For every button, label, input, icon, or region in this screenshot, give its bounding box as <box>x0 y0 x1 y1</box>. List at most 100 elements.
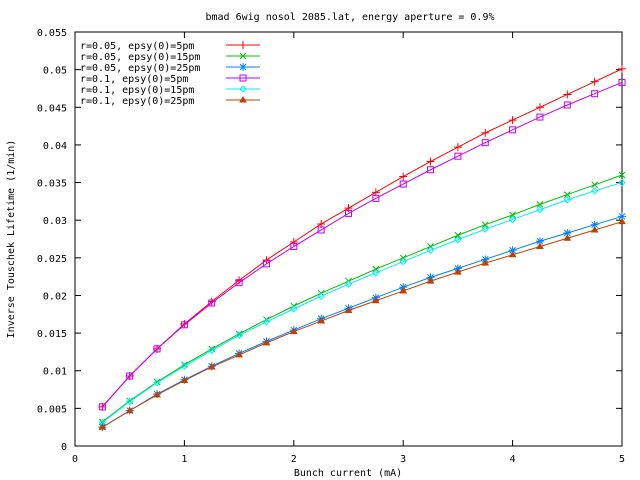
data-point-diamond <box>399 257 407 266</box>
y-tick-label: 0.005 <box>37 404 67 415</box>
plot-frame <box>74 31 623 447</box>
data-point-cross <box>427 243 434 250</box>
data-point-triangle <box>536 242 544 250</box>
data-point-square <box>509 126 517 134</box>
data-point-square <box>591 90 599 98</box>
data-point-triangle <box>153 390 161 398</box>
data-point-cross <box>591 181 599 189</box>
legend-entry: r=0.05, epsy(0)=15pm <box>80 52 260 63</box>
data-point-triangle <box>508 250 517 258</box>
data-point-triangle <box>371 296 380 304</box>
y-tick-label: 0.025 <box>37 254 67 265</box>
data-point-plus <box>481 128 490 137</box>
data-point-triangle <box>125 406 134 414</box>
data-point-star <box>508 246 517 255</box>
legend-entry: r=0.05, epsy(0)=25pm <box>80 63 260 74</box>
data-point-square <box>372 194 380 202</box>
data-point-plus <box>590 77 599 86</box>
y-tick-label: 0.01 <box>43 367 67 378</box>
data-point-diamond <box>563 196 572 204</box>
data-point-diamond <box>208 346 216 355</box>
data-point-plus <box>563 90 572 99</box>
data-point-plus <box>453 143 462 152</box>
data-point-diamond <box>590 187 599 195</box>
y-tick-label: 0.02 <box>43 291 67 302</box>
y-tick-label: 0.035 <box>37 179 67 190</box>
series-line <box>102 215 623 428</box>
y-tick-label: 0 <box>61 442 67 453</box>
data-point-square <box>399 180 407 188</box>
data-point-square <box>427 166 435 174</box>
data-point-star <box>563 228 572 237</box>
x-tick-label: 0 <box>72 454 78 465</box>
data-point-triangle <box>289 327 298 335</box>
data-point-diamond <box>239 85 247 93</box>
chart-title: bmad 6wig nosol 2085.lat, energy apertur… <box>206 12 495 23</box>
series-line <box>101 81 623 408</box>
data-point-square <box>98 403 106 411</box>
data-point-diamond <box>372 269 380 277</box>
data-point-triangle <box>590 225 599 233</box>
data-point-triangle <box>344 306 353 314</box>
data-point-triangle <box>98 423 107 430</box>
data-point-triangle <box>207 362 216 370</box>
data-point-diamond <box>235 331 243 340</box>
data-point-plus <box>262 256 271 265</box>
series-1 <box>98 171 626 426</box>
data-point-diamond <box>426 246 435 254</box>
data-point-triangle <box>317 317 326 324</box>
data-point-triangle <box>239 96 247 103</box>
y-tick-label: 0.015 <box>37 329 67 340</box>
legend-entry: r=0.1, epsy(0)=5pm <box>80 74 260 85</box>
data-point-triangle <box>481 259 490 266</box>
data-point-triangle <box>262 338 271 346</box>
data-point-plus <box>508 116 517 125</box>
legend-label: r=0.1, epsy(0)=15pm <box>80 85 194 96</box>
data-point-diamond <box>508 215 517 224</box>
data-point-plus <box>289 238 298 247</box>
data-point-plus <box>535 103 544 112</box>
data-point-triangle <box>426 277 435 284</box>
data-point-cross <box>454 231 462 239</box>
data-point-star <box>590 220 599 229</box>
data-point-square <box>317 226 325 234</box>
data-point-diamond <box>125 397 134 406</box>
data-point-star <box>618 212 626 221</box>
data-point-plus <box>399 172 408 181</box>
data-point-square <box>536 113 544 121</box>
data-point-cross <box>509 211 516 219</box>
series-2 <box>98 212 626 432</box>
data-point-triangle <box>180 376 189 384</box>
data-point-diamond <box>618 178 626 187</box>
y-tick-label: 0.05 <box>43 66 67 77</box>
data-point-cross <box>563 191 571 198</box>
data-point-square <box>618 78 626 86</box>
data-point-diamond <box>153 379 161 387</box>
y-tick-label: 0.055 <box>37 28 67 39</box>
legend-entry: r=0.05, epsy(0)=5pm <box>80 41 260 52</box>
series-line <box>102 174 623 423</box>
data-point-cross <box>618 171 626 179</box>
data-point-square <box>481 139 489 147</box>
y-tick-label: 0.04 <box>43 141 67 152</box>
x-tick-label: 4 <box>510 454 516 465</box>
data-point-triangle <box>618 217 626 225</box>
data-point-square <box>454 152 462 160</box>
data-point-cross <box>536 201 544 208</box>
x-tick-label: 2 <box>291 454 297 465</box>
data-point-triangle <box>399 286 408 294</box>
x-tick-label: 3 <box>400 454 406 465</box>
legend-label: r=0.1, epsy(0)=25pm <box>80 96 194 107</box>
legend-entry: r=0.1, epsy(0)=15pm <box>80 85 260 96</box>
x-tick-label: 1 <box>181 454 187 465</box>
data-point-diamond <box>536 205 544 214</box>
data-point-cross <box>263 316 270 323</box>
data-point-diamond <box>454 236 462 244</box>
y-tick-label: 0.03 <box>43 216 67 227</box>
series-5 <box>98 217 626 430</box>
data-point-star <box>535 237 544 246</box>
x-axis-label: Bunch current (mA) <box>294 468 402 479</box>
legend-label: r=0.1, epsy(0)=5pm <box>80 74 188 85</box>
data-point-diamond <box>262 318 271 326</box>
data-point-square <box>262 260 270 268</box>
